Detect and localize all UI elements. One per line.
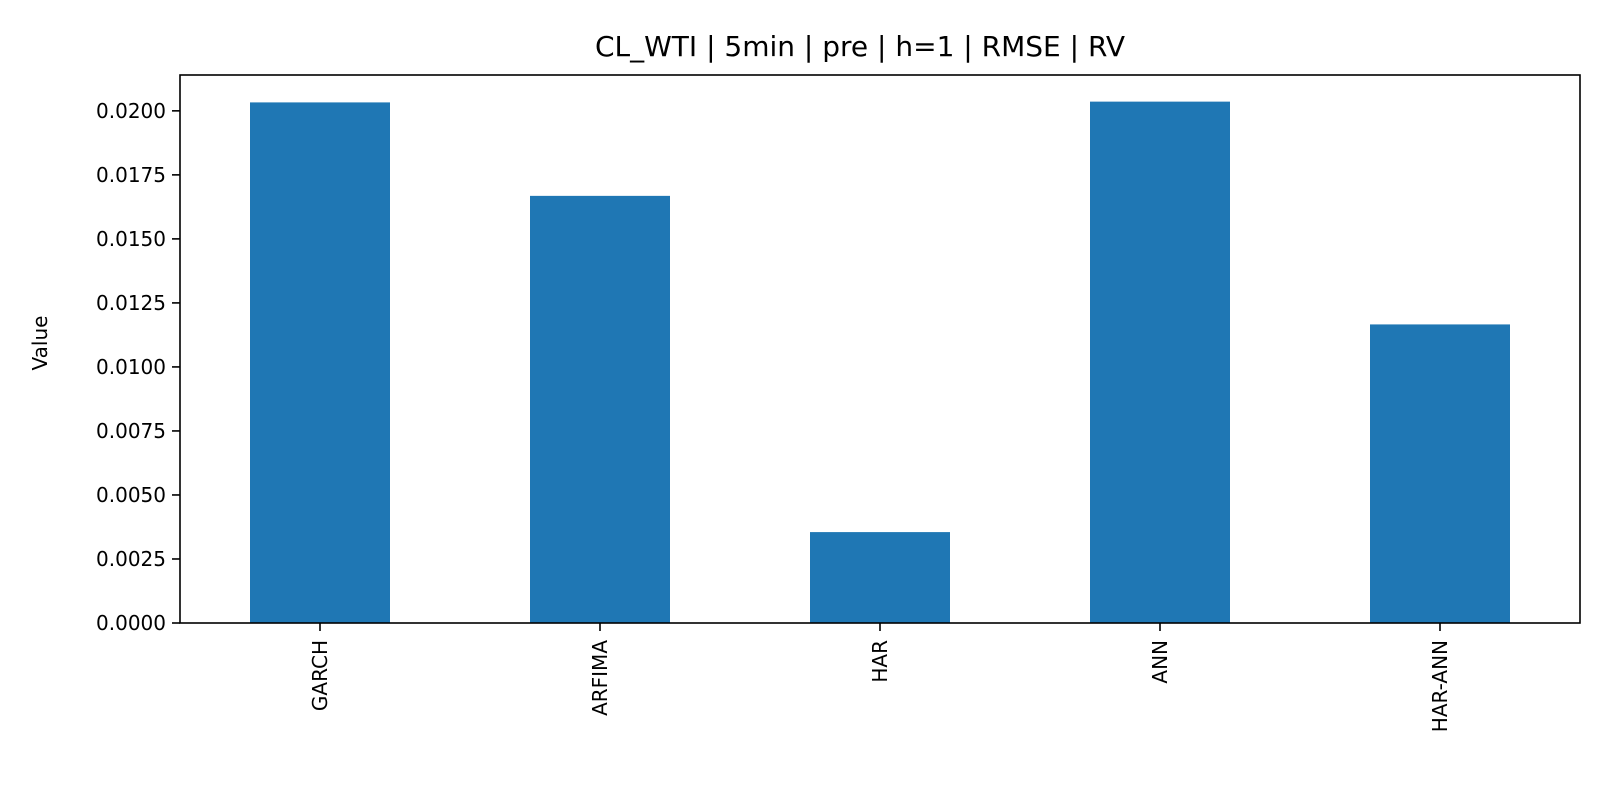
y-tick-label: 0.0125: [96, 291, 166, 315]
bar-ann: [1090, 101, 1230, 623]
y-tick-label: 0.0150: [96, 227, 166, 251]
y-tick-label: 0.0050: [96, 483, 166, 507]
x-tick-label: HAR: [868, 640, 892, 683]
bar-arfima: [530, 195, 670, 623]
y-tick-label: 0.0075: [96, 419, 166, 443]
bars-group: [250, 101, 1510, 623]
bar-garch: [250, 102, 390, 623]
y-tick-label: 0.0000: [96, 611, 166, 635]
y-tick-label: 0.0175: [96, 163, 166, 187]
bar-har: [810, 532, 950, 623]
x-tick-label: ARFIMA: [588, 640, 612, 716]
y-tick-label: 0.0025: [96, 547, 166, 571]
y-axis-label: Value: [28, 316, 52, 371]
x-axis-ticks: GARCH ARFIMA HAR ANN HAR-ANN: [308, 623, 1452, 732]
y-tick-label: 0.0200: [96, 99, 166, 123]
x-tick-label: GARCH: [308, 640, 332, 711]
x-tick-label: ANN: [1148, 640, 1172, 684]
y-axis-ticks: 0.0000 0.0025 0.0050 0.0075 0.0100 0.0125 0.01…: [96, 99, 180, 635]
chart-title: CL_WTI | 5min | pre | h=1 | RMSE | RV: [595, 30, 1125, 63]
x-tick-label: HAR-ANN: [1428, 640, 1452, 732]
plot-frame: [179, 74, 1581, 624]
bar-har-ann: [1370, 324, 1510, 623]
y-tick-label: 0.0100: [96, 355, 166, 379]
